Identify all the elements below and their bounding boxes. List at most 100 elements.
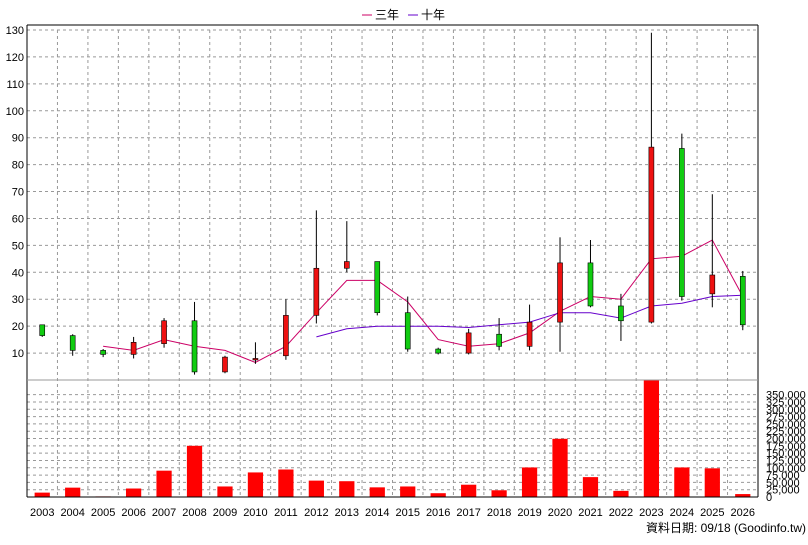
- legend: 三年 十年: [362, 8, 445, 22]
- x-tick-label: 2007: [152, 507, 176, 519]
- candle-body: [313, 267, 320, 316]
- candle-body: [191, 320, 198, 373]
- price-tick-label: 40: [12, 267, 24, 279]
- price-tick-label: 120: [6, 52, 24, 64]
- price-tick-label: 130: [6, 25, 24, 37]
- candle-body: [404, 312, 411, 350]
- volume-tick-label: 325,000: [766, 397, 806, 409]
- axes: 10 20 30 40 50 60 70 80 90 100 110 120 130 025,00050,…: [6, 24, 806, 519]
- volume-bar: [643, 380, 660, 497]
- candle-body: [587, 262, 594, 307]
- x-tick-label: 2009: [213, 507, 237, 519]
- volume-tick-label: 250,000: [766, 419, 806, 431]
- candle-body: [100, 350, 106, 355]
- x-tick-label: 2008: [182, 507, 206, 519]
- volume-bar: [34, 492, 50, 497]
- x-tick-label: 2006: [121, 507, 145, 519]
- price-tick-label: 110: [6, 79, 24, 91]
- volume-tick-label: 200,000: [766, 434, 806, 446]
- volume-bar: [491, 490, 507, 497]
- volume-bar: [369, 487, 385, 497]
- ma-line-3yr: [103, 239, 744, 364]
- x-tick-label: 2022: [609, 507, 633, 519]
- candle-body: [344, 261, 350, 269]
- price-tick-label: 100: [6, 106, 24, 118]
- volume-tick-label: 175,000: [766, 441, 806, 453]
- legend-label-3yr: 三年: [375, 8, 399, 22]
- volume-tick-label: 0: [766, 492, 772, 504]
- candle-body: [496, 333, 502, 347]
- candle-body: [69, 335, 76, 351]
- volume-tick-label: 225,000: [766, 426, 806, 438]
- candle-body: [465, 332, 472, 354]
- candle-body: [252, 358, 259, 361]
- volume-tick-label: 125,000: [766, 455, 806, 467]
- volume-tick-label: 350,000: [766, 390, 806, 402]
- candlesticks: [39, 32, 746, 375]
- x-tick-label: 2017: [456, 507, 480, 519]
- candle-body: [283, 315, 289, 357]
- candle-body: [435, 348, 441, 354]
- x-tick-label: 2026: [731, 507, 755, 519]
- volume-tick-label: 150,000: [766, 448, 806, 460]
- x-tick-label: 2016: [426, 507, 450, 519]
- volume-tick-label: 100,000: [766, 463, 806, 475]
- x-tick-label: 2010: [243, 507, 267, 519]
- x-tick-label: 2013: [335, 507, 359, 519]
- candle-body: [739, 276, 746, 326]
- volume-bar: [156, 470, 172, 497]
- price-tick-label: 30: [12, 294, 24, 306]
- price-tick-label: 80: [12, 160, 24, 172]
- x-tick-label: 2025: [700, 507, 724, 519]
- x-tick-label: 2023: [639, 507, 663, 519]
- candle-body: [374, 261, 381, 313]
- price-tick-label: 70: [12, 187, 24, 199]
- x-tick-label: 2021: [578, 507, 602, 519]
- footer-source: 資料日期: 09/18 (Goodinfo.tw): [646, 521, 806, 535]
- legend-label-10yr: 十年: [421, 8, 445, 22]
- x-tick-label: 2012: [304, 507, 328, 519]
- price-tick-label: 10: [12, 348, 24, 360]
- volume-bar: [308, 480, 324, 497]
- volume-tick-label: 275,000: [766, 412, 806, 424]
- volume-bar: [735, 494, 751, 497]
- x-tick-label: 2014: [365, 507, 389, 519]
- x-tick-label: 2003: [30, 507, 54, 519]
- candle-body: [709, 274, 716, 295]
- price-tick-label: 90: [12, 133, 24, 145]
- volume-bar: [247, 472, 264, 497]
- candle-body: [526, 321, 533, 347]
- candle-body: [161, 320, 167, 344]
- candle-body: [618, 305, 624, 322]
- x-tick-label: 2018: [487, 507, 511, 519]
- x-tick-label: 2024: [670, 507, 694, 519]
- candle-body: [222, 356, 228, 373]
- volume-bars: [34, 380, 751, 497]
- x-tick-label: 2020: [548, 507, 572, 519]
- volume-tick-label: 75,000: [766, 470, 800, 482]
- volume-bar: [217, 486, 233, 497]
- price-tick-label: 50: [12, 240, 24, 252]
- volume-bar: [704, 468, 720, 497]
- x-tick-label: 2015: [395, 507, 419, 519]
- volume-tick-label: 50,000: [766, 477, 800, 489]
- volume-bar: [582, 477, 599, 497]
- volume-bar: [552, 438, 568, 497]
- candle-body: [679, 148, 685, 297]
- volume-bar: [278, 469, 294, 497]
- volume-tick-label: 300,000: [766, 404, 806, 416]
- volume-bar: [339, 481, 355, 497]
- candle-body: [39, 324, 46, 336]
- price-tick-label: 60: [12, 213, 24, 225]
- volume-bar: [430, 493, 446, 497]
- volume-bar: [674, 467, 690, 497]
- candle-body: [130, 342, 137, 355]
- volume-bar: [186, 445, 203, 497]
- volume-bar: [65, 487, 81, 497]
- x-tick-label: 2005: [91, 507, 115, 519]
- x-tick-label: 2019: [517, 507, 541, 519]
- candle-body: [648, 146, 655, 323]
